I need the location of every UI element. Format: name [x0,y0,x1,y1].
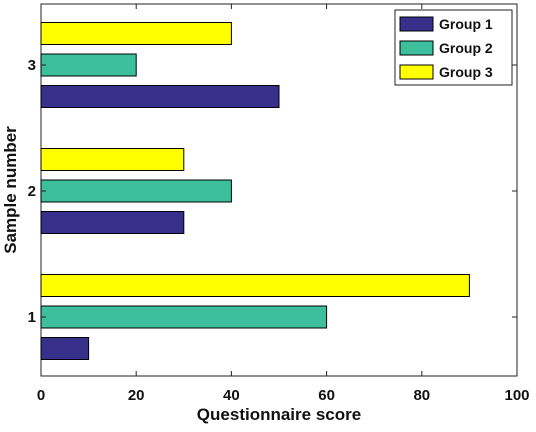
y-axis-label: Sample number [1,126,20,254]
bar-group-2-sample-2 [40,179,232,203]
legend-swatch [399,40,434,56]
bar-group-2-sample-3 [40,53,137,77]
x-axis-label: Questionnaire score [197,405,361,424]
legend-label: Group 2 [439,40,493,56]
x-tick-label: 0 [37,387,45,404]
bar-group-1-sample-1 [40,337,90,360]
ticks-group: 1 2 3 0 20 40 60 80 100 [28,4,530,404]
x-tick-label: 20 [128,387,145,404]
x-tick-label: 40 [223,387,240,404]
legend-label: Group 3 [439,64,493,80]
bar-group-3-sample-1 [40,274,470,297]
legend: Group 1 Group 2 Group 3 [394,9,513,86]
x-tick-label: 60 [318,387,335,404]
bar-group-3-sample-2 [40,148,185,171]
legend-label: Group 1 [439,16,493,32]
bars-group [40,22,470,360]
y-tick-label: 1 [28,309,36,326]
bar-group-1-sample-3 [40,85,280,108]
legend-swatch [399,16,434,32]
bar-group-3-sample-3 [40,22,232,45]
x-tick-label: 100 [504,387,529,404]
y-tick-label: 3 [28,57,36,74]
bar-group-1-sample-2 [40,211,185,234]
legend-swatch [399,64,434,80]
bar-group-2-sample-1 [40,305,328,329]
y-tick-label: 2 [28,183,36,200]
x-tick-label: 80 [413,387,430,404]
